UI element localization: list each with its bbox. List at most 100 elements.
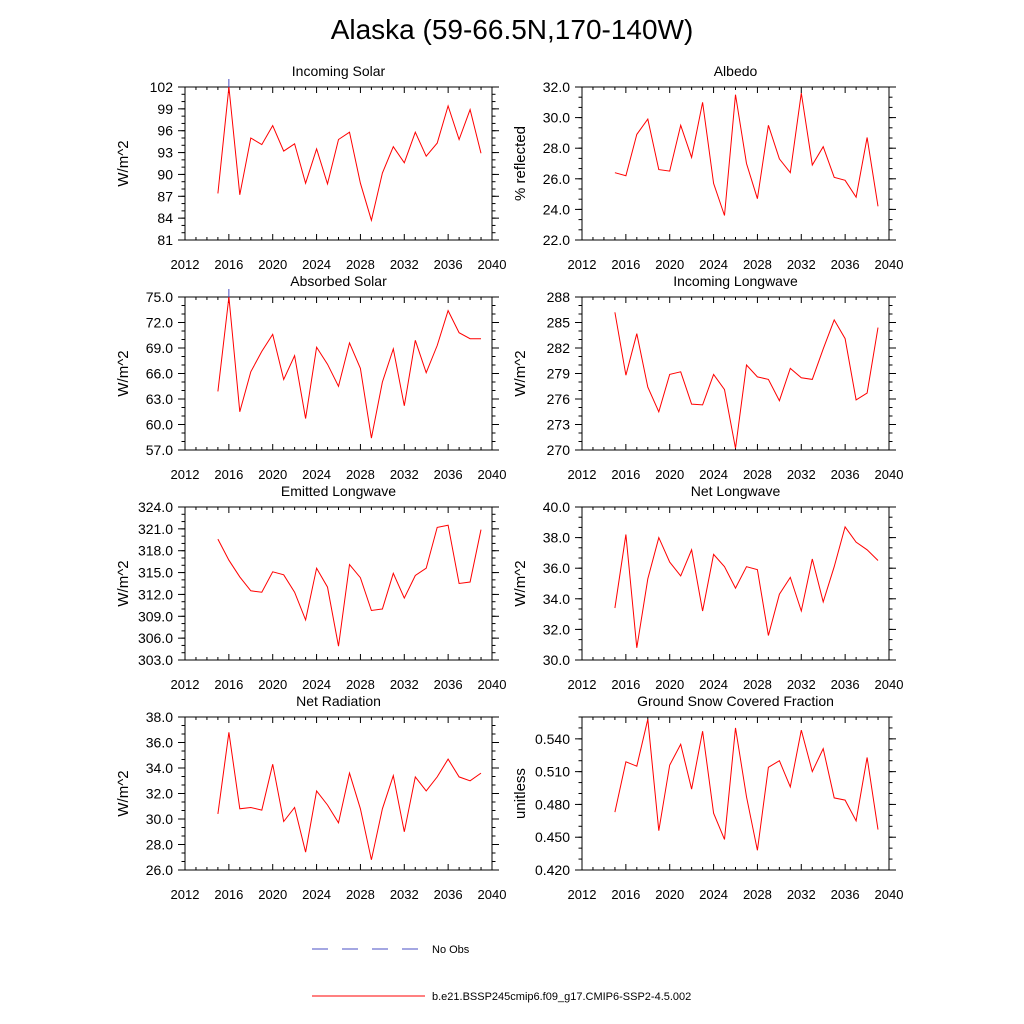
y-tick-label: 72.0: [146, 315, 173, 331]
y-axis-label: W/m^2: [115, 350, 132, 396]
chart-title: Absorbed Solar: [290, 273, 387, 289]
y-tick-label: 40.0: [543, 499, 570, 515]
y-tick-label: 276: [547, 391, 571, 407]
y-tick-label: 57.0: [146, 442, 173, 458]
series-line: [217, 524, 482, 647]
series-line: [614, 93, 879, 216]
y-tick-label: 30.0: [146, 811, 173, 827]
x-tick-label: 2036: [831, 467, 860, 482]
x-tick-label: 2024: [302, 257, 331, 272]
y-tick-label: 30.0: [543, 652, 570, 668]
y-tick-label: 0.450: [535, 829, 570, 845]
y-tick-label: 309.0: [138, 608, 173, 624]
y-tick-label: 38.0: [543, 530, 570, 546]
series-line: [217, 732, 482, 860]
y-tick-label: 102: [150, 79, 174, 95]
y-tick-label: 32.0: [543, 79, 570, 95]
x-tick-label: 2016: [611, 257, 640, 272]
x-tick-label: 2040: [875, 467, 904, 482]
x-tick-label: 2036: [434, 257, 463, 272]
y-tick-label: 81: [157, 232, 173, 248]
series-line: [614, 719, 879, 851]
y-tick-label: 279: [547, 366, 571, 382]
x-tick-label: 2024: [302, 887, 331, 902]
y-tick-label: 273: [547, 417, 571, 433]
chart-panel-3: 2012 2016 2020 2024 2028 2032 2036 2040 270 273 27…: [512, 273, 903, 482]
x-tick-label: 2036: [831, 677, 860, 692]
x-tick-label: 2020: [655, 467, 684, 482]
x-tick-label: 2020: [258, 257, 287, 272]
y-axis-label: W/m^2: [115, 140, 132, 186]
y-tick-label: 34.0: [543, 591, 570, 607]
x-tick-label: 2012: [568, 467, 597, 482]
x-tick-label: 2028: [346, 467, 375, 482]
y-tick-label: 315.0: [138, 565, 173, 581]
x-tick-label: 2020: [655, 257, 684, 272]
y-tick-label: 285: [547, 315, 571, 331]
y-tick-label: 75.0: [146, 289, 173, 305]
x-tick-label: 2024: [699, 257, 728, 272]
y-axis-label: W/m^2: [115, 560, 132, 606]
x-tick-label: 2032: [390, 677, 419, 692]
y-tick-label: 324.0: [138, 499, 173, 515]
x-tick-label: 2028: [346, 677, 375, 692]
x-tick-label: 2024: [699, 887, 728, 902]
x-tick-label: 2016: [611, 467, 640, 482]
y-tick-label: 69.0: [146, 340, 173, 356]
chart-title: Incoming Longwave: [673, 273, 798, 289]
x-tick-label: 2024: [302, 677, 331, 692]
x-tick-label: 2024: [699, 677, 728, 692]
y-tick-label: 26.0: [146, 862, 173, 878]
chart-panel-1: 2012 2016 2020 2024 2028 2032 2036 2040 22.0 24.0…: [512, 63, 903, 272]
x-tick-label: 2036: [434, 467, 463, 482]
x-tick-label: 2036: [434, 887, 463, 902]
x-tick-label: 2012: [568, 677, 597, 692]
y-tick-label: 321.0: [138, 521, 173, 537]
y-tick-label: 36.0: [543, 560, 570, 576]
chart-title: Incoming Solar: [292, 63, 386, 79]
x-tick-label: 2024: [699, 467, 728, 482]
x-tick-label: 2032: [390, 467, 419, 482]
plot-frame: [581, 506, 890, 661]
y-tick-label: 28.0: [543, 140, 570, 156]
y-tick-label: 28.0: [146, 837, 173, 853]
chart-title: Net Radiation: [296, 693, 381, 709]
y-tick-label: 99: [157, 101, 173, 117]
chart-panel-6: 2012 2016 2020 2024 2028 2032 2036 2040 26.0 28.0…: [115, 693, 506, 902]
plot-frame: [184, 506, 493, 661]
y-tick-label: 22.0: [543, 232, 570, 248]
y-tick-label: 0.510: [535, 764, 570, 780]
x-tick-label: 2020: [258, 467, 287, 482]
x-tick-label: 2016: [214, 467, 243, 482]
y-axis-label: unitless: [512, 768, 529, 819]
y-tick-label: 34.0: [146, 760, 173, 776]
x-tick-label: 2040: [875, 257, 904, 272]
x-tick-label: 2040: [478, 467, 507, 482]
x-tick-label: 2016: [611, 677, 640, 692]
y-tick-label: 303.0: [138, 652, 173, 668]
x-tick-label: 2016: [611, 887, 640, 902]
chart-title: Emitted Longwave: [281, 483, 396, 499]
plot-frame: [581, 716, 890, 871]
y-tick-label: 32.0: [543, 621, 570, 637]
y-tick-label: 32.0: [146, 786, 173, 802]
x-tick-label: 2028: [743, 677, 772, 692]
x-tick-label: 2012: [171, 467, 200, 482]
x-tick-label: 2020: [258, 677, 287, 692]
x-tick-label: 2012: [171, 887, 200, 902]
x-tick-label: 2012: [171, 257, 200, 272]
x-tick-label: 2040: [875, 677, 904, 692]
chart-panel-5: 2012 2016 2020 2024 2028 2032 2036 2040 30.0 32.0…: [512, 483, 903, 692]
y-tick-label: 24.0: [543, 201, 570, 217]
chart-panel-0: 2012 2016 2020 2024 2028 2032 2036 2040 81 84 87 90…: [115, 63, 506, 272]
chart-title: Albedo: [714, 63, 758, 79]
chart-title: Ground Snow Covered Fraction: [637, 693, 834, 709]
y-tick-label: 0.480: [535, 796, 570, 812]
x-tick-label: 2016: [214, 887, 243, 902]
x-tick-label: 2028: [743, 257, 772, 272]
y-tick-label: 306.0: [138, 630, 173, 646]
x-tick-label: 2040: [875, 887, 904, 902]
series-line: [614, 525, 879, 648]
y-axis-label: W/m^2: [512, 350, 529, 396]
series-line: [614, 312, 879, 449]
